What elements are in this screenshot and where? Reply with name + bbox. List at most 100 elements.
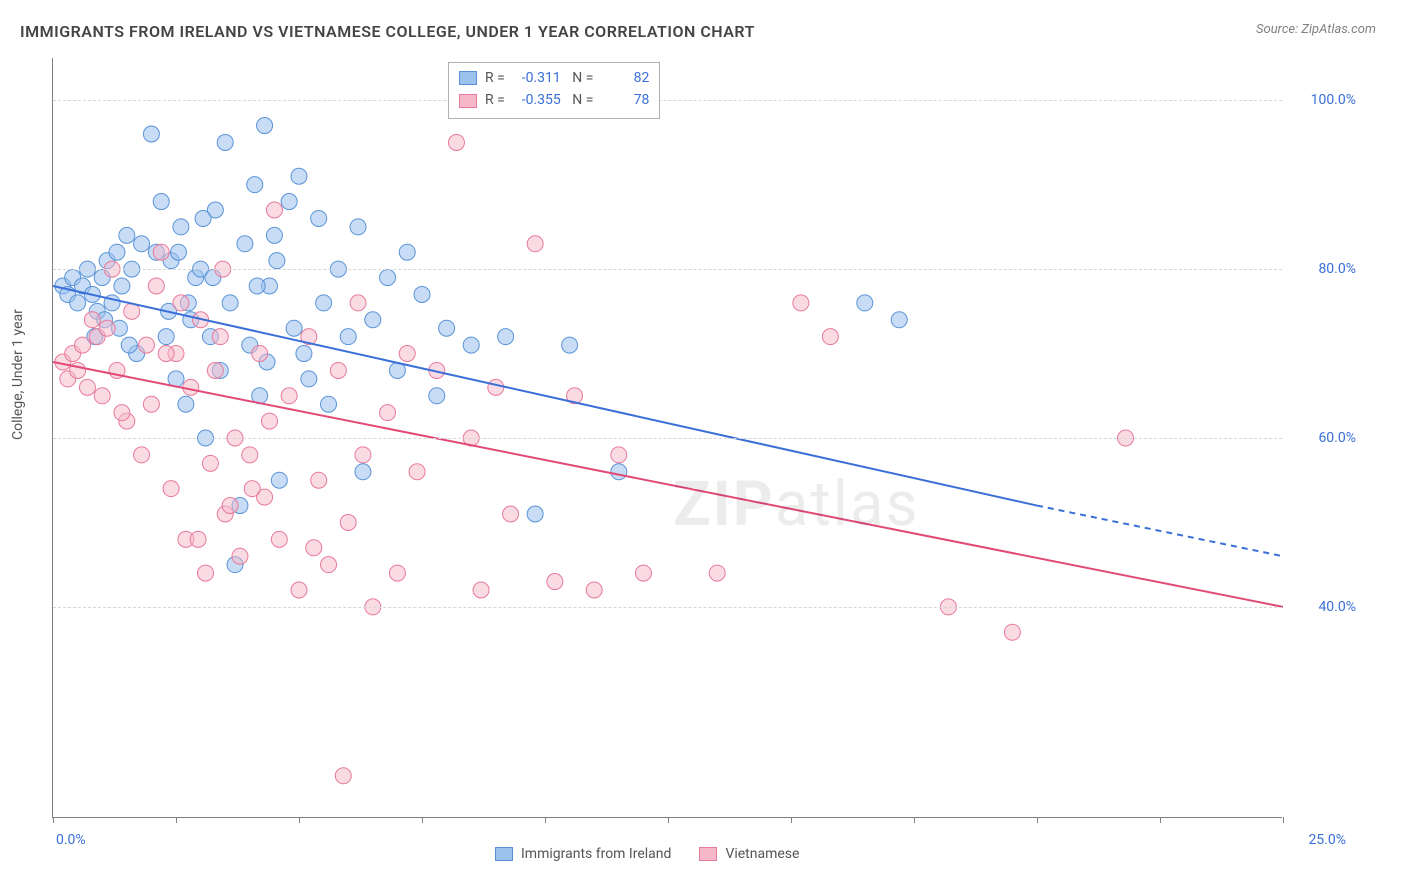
data-point-vietnamese xyxy=(212,329,228,345)
data-point-vietnamese xyxy=(75,337,91,353)
series-legend: Immigrants from Ireland Vietnamese xyxy=(495,846,799,862)
data-point-vietnamese xyxy=(271,531,287,547)
swatch-ireland xyxy=(459,71,477,85)
data-point-ireland xyxy=(463,337,479,353)
y-tick-label: 40.0% xyxy=(1290,599,1356,615)
trend-line-ireland xyxy=(53,286,1037,506)
data-point-ireland xyxy=(266,227,282,243)
y-axis-label: College, Under 1 year xyxy=(10,309,26,440)
data-point-vietnamese xyxy=(448,134,464,150)
swatch-vietnamese xyxy=(459,94,477,108)
data-point-vietnamese xyxy=(134,447,150,463)
legend-label-vietnamese: Vietnamese xyxy=(725,846,799,862)
data-point-vietnamese xyxy=(138,337,154,353)
data-point-ireland xyxy=(249,278,265,294)
data-point-ireland xyxy=(257,118,273,134)
y-tick-label: 60.0% xyxy=(1290,430,1356,446)
data-point-vietnamese xyxy=(158,346,174,362)
data-point-ireland xyxy=(247,177,263,193)
x-tick xyxy=(545,817,546,823)
x-tick xyxy=(1160,817,1161,823)
data-point-ireland xyxy=(857,295,873,311)
correlation-stats-legend: R = -0.311 N = 82 R = -0.355 N = 78 xyxy=(448,62,660,119)
data-point-ireland xyxy=(121,337,137,353)
x-tick xyxy=(791,817,792,823)
legend-label-ireland: Immigrants from Ireland xyxy=(521,846,671,862)
x-tick xyxy=(668,817,669,823)
data-point-vietnamese xyxy=(380,405,396,421)
data-point-ireland xyxy=(439,320,455,336)
data-point-vietnamese xyxy=(153,244,169,260)
data-point-vietnamese xyxy=(611,447,627,463)
data-point-ireland xyxy=(173,219,189,235)
data-point-vietnamese xyxy=(399,346,415,362)
data-point-ireland xyxy=(269,253,285,269)
data-point-vietnamese xyxy=(547,574,563,590)
data-point-vietnamese xyxy=(389,565,405,581)
legend-swatch-vietnamese xyxy=(699,847,717,861)
data-point-ireland xyxy=(380,270,396,286)
data-point-ireland xyxy=(70,295,86,311)
data-point-vietnamese xyxy=(242,447,258,463)
data-point-vietnamese xyxy=(79,379,95,395)
data-point-ireland xyxy=(355,464,371,480)
n-label: N = xyxy=(569,89,594,111)
data-point-vietnamese xyxy=(163,481,179,497)
data-point-ireland xyxy=(311,210,327,226)
data-point-ireland xyxy=(153,194,169,210)
data-point-vietnamese xyxy=(527,236,543,252)
y-tick-label: 80.0% xyxy=(1290,261,1356,277)
data-point-ireland xyxy=(316,295,332,311)
data-point-ireland xyxy=(217,134,233,150)
plot-area: 40.0%60.0%80.0%100.0% ZIPatlas xyxy=(52,58,1282,818)
data-point-ireland xyxy=(286,320,302,336)
data-point-ireland xyxy=(271,472,287,488)
data-point-vietnamese xyxy=(321,557,337,573)
data-point-ireland xyxy=(365,312,381,328)
data-point-ireland xyxy=(301,371,317,387)
data-point-ireland xyxy=(109,244,125,260)
data-point-vietnamese xyxy=(232,548,248,564)
data-point-vietnamese xyxy=(409,464,425,480)
data-point-vietnamese xyxy=(503,506,519,522)
x-tick xyxy=(1283,817,1284,823)
data-point-ireland xyxy=(143,126,159,142)
data-point-vietnamese xyxy=(252,346,268,362)
data-point-ireland xyxy=(281,194,297,210)
data-point-vietnamese xyxy=(311,472,327,488)
data-point-vietnamese xyxy=(173,295,189,311)
data-point-ireland xyxy=(178,396,194,412)
data-point-vietnamese xyxy=(99,320,115,336)
data-point-vietnamese xyxy=(114,405,130,421)
data-point-vietnamese xyxy=(355,447,371,463)
data-point-vietnamese xyxy=(148,278,164,294)
data-point-vietnamese xyxy=(261,413,277,429)
data-point-vietnamese xyxy=(340,514,356,530)
stats-row-vietnamese: R = -0.355 N = 78 xyxy=(459,89,649,111)
data-point-vietnamese xyxy=(207,362,223,378)
data-point-ireland xyxy=(321,396,337,412)
x-axis-min-label: 0.0% xyxy=(56,832,86,848)
x-tick xyxy=(53,817,54,823)
trend-line-extrap-ireland xyxy=(1037,506,1283,557)
data-point-vietnamese xyxy=(281,388,297,404)
data-point-vietnamese xyxy=(244,481,260,497)
data-point-vietnamese xyxy=(190,531,206,547)
data-point-vietnamese xyxy=(330,362,346,378)
data-point-ireland xyxy=(562,337,578,353)
x-tick xyxy=(1037,817,1038,823)
x-tick xyxy=(422,817,423,823)
x-axis-max-label: 25.0% xyxy=(1308,832,1346,848)
r-label: R = xyxy=(485,89,505,111)
data-point-vietnamese xyxy=(335,768,351,784)
data-point-ireland xyxy=(399,244,415,260)
data-point-vietnamese xyxy=(822,329,838,345)
n-label: N = xyxy=(569,67,594,89)
data-point-ireland xyxy=(527,506,543,522)
data-point-vietnamese xyxy=(1004,624,1020,640)
data-point-vietnamese xyxy=(635,565,651,581)
data-point-ireland xyxy=(114,278,130,294)
data-point-ireland xyxy=(222,295,238,311)
legend-item-vietnamese: Vietnamese xyxy=(699,846,799,862)
legend-item-ireland: Immigrants from Ireland xyxy=(495,846,671,862)
